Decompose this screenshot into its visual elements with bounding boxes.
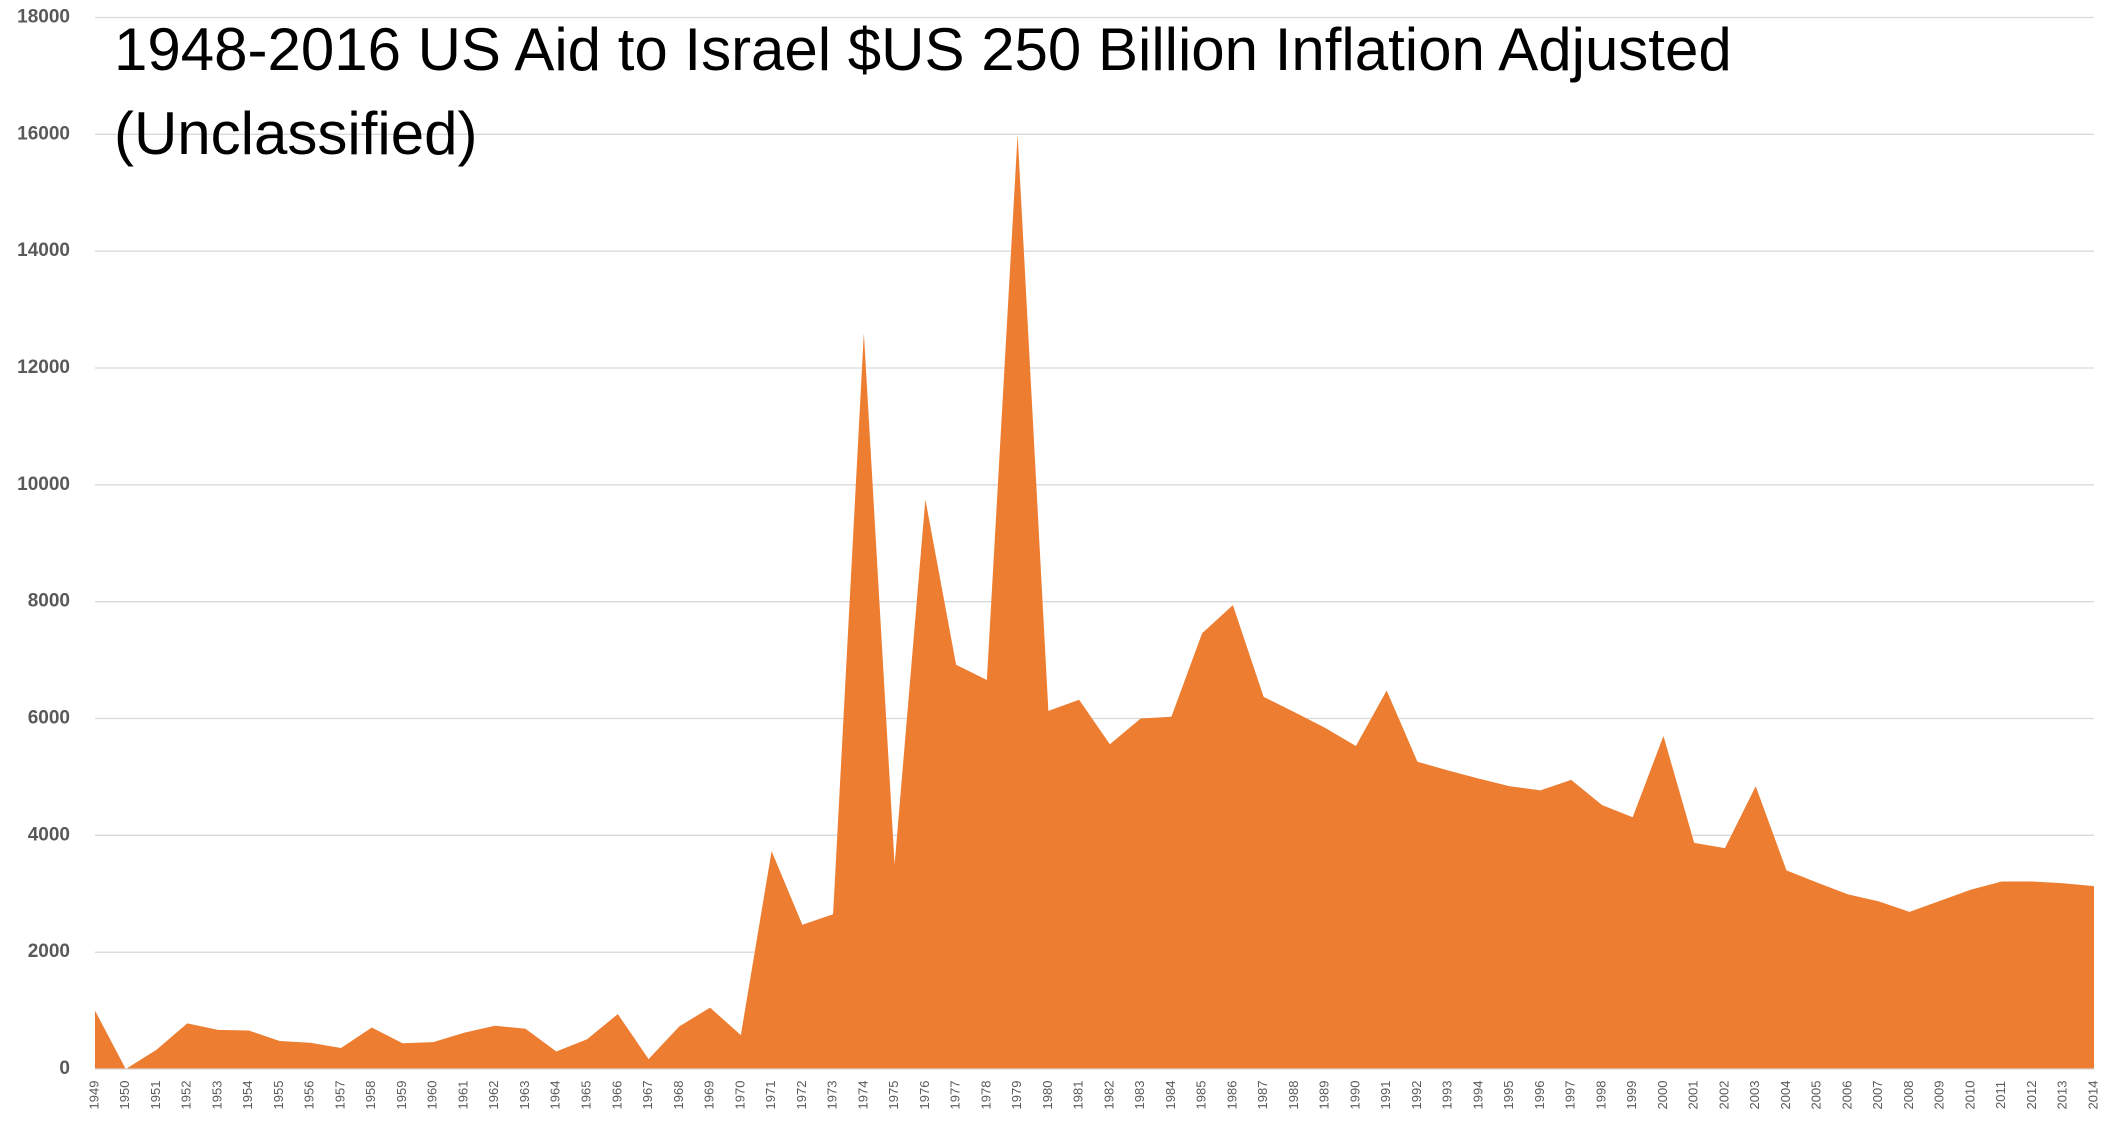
x-tick-label: 2012 <box>2024 1081 2039 1110</box>
x-tick-label: 1968 <box>671 1081 686 1110</box>
x-tick-label: 1990 <box>1347 1081 1362 1110</box>
x-tick-label: 1969 <box>702 1081 717 1110</box>
x-tick-label: 1971 <box>763 1081 778 1110</box>
area <box>95 134 2094 1070</box>
x-tick-label: 1992 <box>1409 1081 1424 1110</box>
x-tick-label: 2010 <box>1962 1081 1977 1110</box>
y-tick-label: 14000 <box>17 240 70 261</box>
y-tick-label: 10000 <box>17 474 70 495</box>
x-tick-label: 1996 <box>1532 1081 1547 1110</box>
x-tick-label: 2003 <box>1747 1081 1762 1110</box>
y-tick-label: 12000 <box>17 357 70 378</box>
x-tick-label: 1993 <box>1440 1081 1455 1110</box>
x-tick-label: 1995 <box>1501 1081 1516 1110</box>
x-tick-label: 2008 <box>1901 1081 1916 1110</box>
x-tick-label: 1949 <box>86 1081 101 1110</box>
y-tick-label: 4000 <box>28 824 70 845</box>
x-tick-label: 2005 <box>1809 1081 1824 1110</box>
x-tick-label: 1964 <box>548 1081 563 1110</box>
x-tick-label: 1974 <box>855 1081 870 1110</box>
x-tick-label: 1982 <box>1101 1081 1116 1110</box>
x-tick-label: 1986 <box>1224 1081 1239 1110</box>
x-tick-label: 2011 <box>1993 1081 2008 1109</box>
x-tick-label: 1954 <box>240 1081 255 1110</box>
x-tick-label: 1991 <box>1378 1081 1393 1110</box>
x-tick-label: 1978 <box>978 1081 993 1110</box>
x-tick-label: 2007 <box>1870 1081 1885 1110</box>
x-tick-label: 2009 <box>1932 1081 1947 1110</box>
x-tick-label: 2000 <box>1655 1081 1670 1110</box>
y-tick-label: 0 <box>59 1058 70 1079</box>
x-tick-label: 1989 <box>1317 1081 1332 1110</box>
y-tick-label: 2000 <box>28 941 70 962</box>
x-tick-label: 1984 <box>1163 1081 1178 1110</box>
y-tick-label: 6000 <box>28 708 70 729</box>
x-tick-label: 1987 <box>1255 1081 1270 1110</box>
x-tick-label: 1997 <box>1563 1081 1578 1110</box>
x-tick-label: 1966 <box>609 1081 624 1110</box>
x-tick-label: 1962 <box>486 1081 501 1110</box>
x-tick-label: 1979 <box>1009 1081 1024 1110</box>
x-tick-label: 1975 <box>886 1081 901 1110</box>
x-tick-label: 1970 <box>732 1081 747 1110</box>
x-tick-label: 1988 <box>1286 1081 1301 1110</box>
x-tick-label: 1958 <box>363 1081 378 1110</box>
x-tick-label: 1981 <box>1071 1081 1086 1110</box>
x-tick-label: 2013 <box>2055 1081 2070 1110</box>
x-tick-label: 1980 <box>1040 1081 1055 1110</box>
x-tick-label: 2014 <box>2085 1081 2100 1110</box>
x-tick-label: 1973 <box>825 1081 840 1110</box>
x-tick-label: 1952 <box>179 1081 194 1110</box>
x-tick-label: 1985 <box>1194 1081 1209 1110</box>
x-tick-label: 2002 <box>1716 1081 1731 1110</box>
y-tick-label: 8000 <box>28 591 70 612</box>
x-tick-label: 1983 <box>1132 1081 1147 1110</box>
x-tick-label: 2001 <box>1686 1081 1701 1110</box>
x-tick-label: 1967 <box>640 1081 655 1110</box>
chart-title: 1948-2016 US Aid to Israel $US 250 Billi… <box>114 16 1732 167</box>
y-tick-label: 18000 <box>17 7 70 28</box>
x-tick-label: 1959 <box>394 1081 409 1110</box>
x-tick-label: 1977 <box>948 1081 963 1110</box>
x-tick-label: 1950 <box>117 1081 132 1110</box>
x-tick-label: 1999 <box>1624 1081 1639 1110</box>
x-tick-label: 1976 <box>917 1081 932 1110</box>
x-tick-label: 1951 <box>148 1081 163 1110</box>
x-tick-label: 2006 <box>1839 1081 1854 1110</box>
x-tick-label: 1955 <box>271 1081 286 1110</box>
x-tick-label: 1972 <box>794 1081 809 1110</box>
x-tick-label: 1961 <box>455 1081 470 1110</box>
x-tick-label: 1960 <box>425 1081 440 1110</box>
x-tick-label: 1998 <box>1593 1081 1608 1110</box>
x-tick-label: 1994 <box>1470 1081 1485 1110</box>
x-tick-label: 2004 <box>1778 1081 1793 1110</box>
x-tick-label: 1963 <box>517 1081 532 1110</box>
x-tick-label: 1953 <box>209 1081 224 1110</box>
x-tick-label: 1957 <box>332 1081 347 1110</box>
y-tick-label: 16000 <box>17 123 70 144</box>
x-tick-label: 1965 <box>578 1081 593 1110</box>
x-tick-label: 1956 <box>302 1081 317 1110</box>
